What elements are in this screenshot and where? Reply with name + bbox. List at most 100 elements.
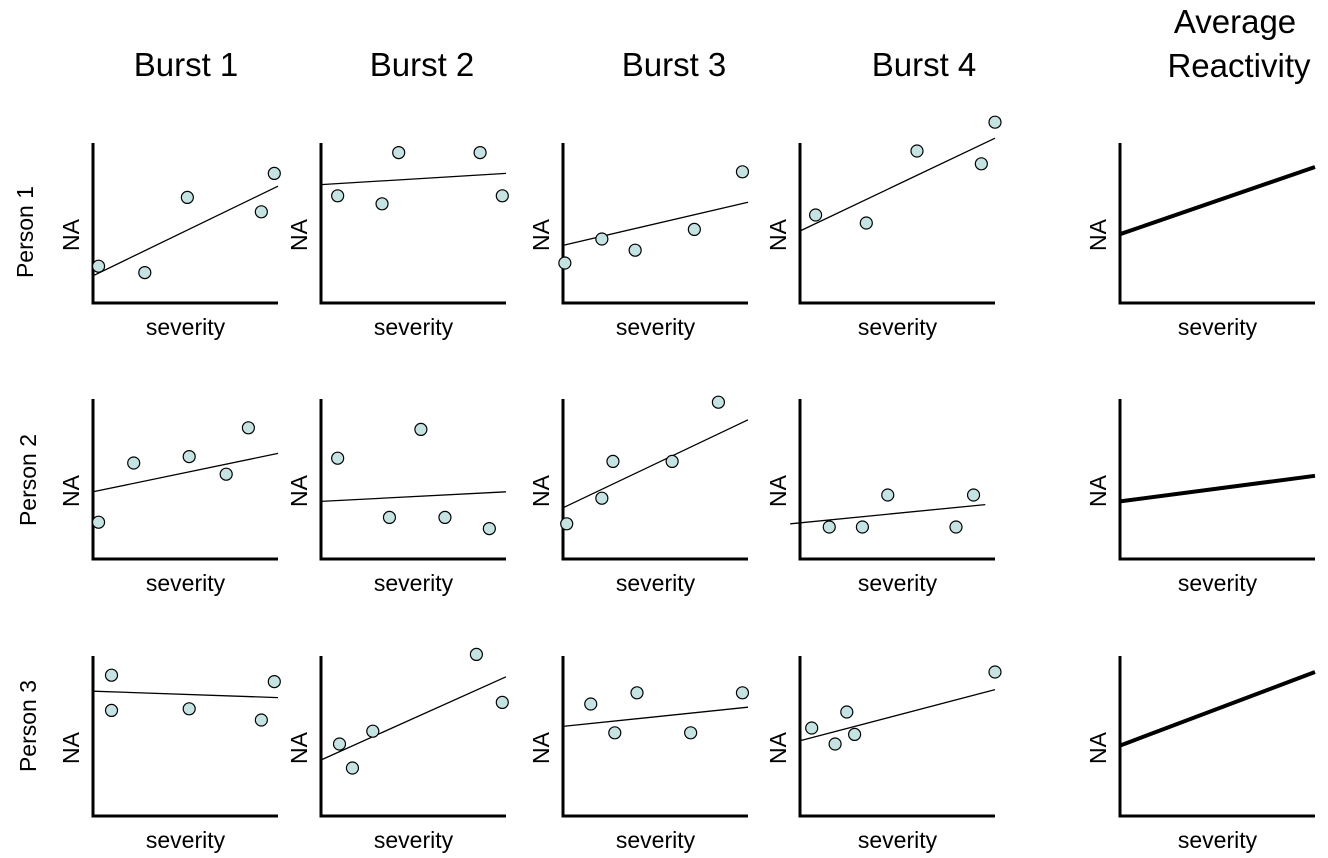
y-axis-label: NA [286,474,312,507]
x-axis-label: severity [858,570,938,596]
column-title-burst-1: Burst 1 [134,46,239,83]
x-axis-label: severity [1178,314,1258,340]
data-point-1 [584,697,598,711]
data-point-3 [630,686,644,700]
x-axis-label: severity [374,570,454,596]
panel-r2-c2: severity NA [286,399,507,596]
panel-r1-c2: severity NA [286,143,509,340]
row-label-person-2: Person 2 [15,434,41,526]
y-axis-label: NA [58,218,84,251]
y-axis-label: NA [528,731,554,764]
panel-r3-c3: severity NA [528,656,750,853]
y-axis-label: NA [286,731,312,764]
data-point-3 [182,450,196,464]
data-point-2 [127,456,141,470]
fit-line [562,706,749,728]
panels: severity NA severity NA severity NA severity NA… [58,115,1316,853]
data-point-5 [735,686,750,700]
panel-r1-c1: severity NA [58,143,281,340]
data-point-4 [219,467,233,481]
column-title-average-line1: Average [1174,3,1296,40]
panel-r1-c3: severity NA [528,143,750,340]
data-point-2 [828,737,842,751]
panel-r3-c5: severity NA [1085,656,1316,853]
data-point-3 [414,422,428,436]
data-point-2 [375,197,389,211]
data-point-5 [966,488,981,502]
data-point-5 [988,665,1002,679]
data-point-4 [847,727,862,742]
column-title-burst-4: Burst 4 [872,46,977,83]
data-point-5 [495,189,509,203]
panel-r1-c5: severity NA [1085,143,1316,340]
fit-line [92,185,279,277]
x-axis-label: severity [146,827,226,853]
data-point-3 [628,243,642,257]
data-point-1 [331,189,345,203]
data-point-1 [91,515,106,529]
y-axis-label: NA [58,474,84,507]
data-point-1 [560,517,574,531]
y-axis-label: NA [1085,731,1111,764]
data-point-4 [974,157,988,171]
fit-line [320,491,507,503]
data-point-4 [473,146,487,160]
row-label-person-3: Person 3 [15,680,41,772]
fit-line [92,452,279,493]
data-point-5 [735,165,750,179]
data-point-5 [241,421,255,435]
data-point-1 [332,737,347,751]
column-title-burst-2: Burst 2 [370,46,475,83]
y-axis-label: NA [765,218,791,251]
x-axis-label: severity [858,314,938,340]
data-point-2 [859,216,873,230]
average-slope-line [1119,670,1316,748]
data-point-2 [608,726,622,740]
panel-r1-c4: severity NA [765,115,1002,340]
data-point-4 [438,510,452,525]
data-point-1 [331,451,345,465]
data-point-2 [104,703,119,718]
fit-line [320,172,507,186]
fit-line [92,690,279,699]
x-axis-label: severity [374,314,454,340]
data-point-3 [840,705,854,719]
x-axis-label: severity [1178,570,1258,596]
y-axis-label: NA [528,218,554,251]
data-point-2 [138,266,152,280]
data-point-4 [687,222,701,236]
column-title-burst-3: Burst 3 [622,46,727,83]
x-axis-label: severity [1178,827,1258,853]
fit-line [320,676,507,761]
data-point-3 [182,702,196,716]
panel-r3-c2: severity NA [286,647,509,853]
data-point-3 [366,724,380,738]
data-point-1 [558,256,572,270]
x-axis-label: severity [146,570,226,596]
panel-r2-c3: severity NA [528,395,749,596]
average-slope-line [1119,473,1316,504]
average-slope-line [1119,165,1316,237]
panel-r2-c1: severity NA [58,399,279,596]
data-point-4 [684,726,698,740]
data-point-2 [595,491,609,505]
y-axis-label: NA [1085,474,1111,507]
y-axis-label: NA [528,474,554,507]
data-point-2 [345,761,360,775]
panel-r3-c1: severity NA [58,656,281,853]
x-axis-label: severity [616,827,696,853]
fit-line [799,688,996,742]
data-point-3 [910,144,924,158]
fit-line [799,137,996,232]
data-point-5 [711,395,726,409]
x-axis-label: severity [858,827,938,853]
fit-line [790,503,986,525]
row-label-person-1: Person 1 [12,186,38,278]
data-point-5 [495,695,509,710]
panel-r2-c5: severity NA [1085,399,1316,596]
data-point-4 [949,520,963,534]
column-title-average-line2: Reactivity [1167,47,1311,84]
data-point-4 [254,205,268,219]
panel-r2-c4: severity NA [765,399,995,596]
